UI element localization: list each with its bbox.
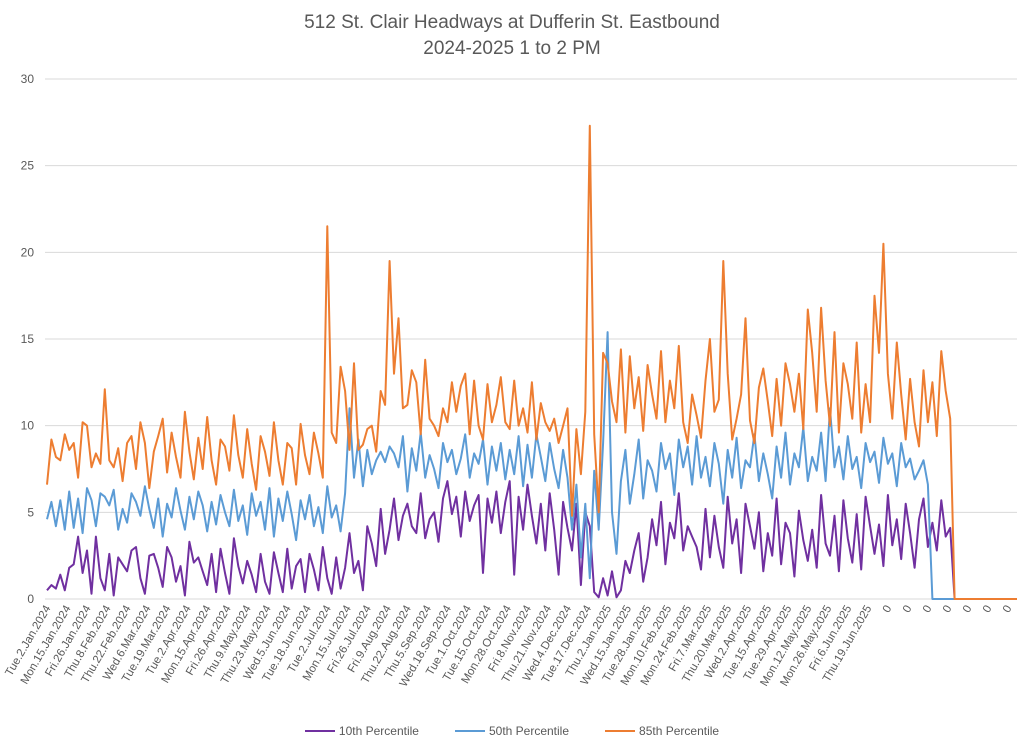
legend-label: 50th Percentile (488, 724, 570, 738)
chart-subtitle: 2024-2025 1 to 2 PM (423, 38, 601, 59)
x-tick-label: 0 (941, 604, 955, 616)
chart-title: 512 St. Clair Headways at Dufferin St. E… (304, 12, 720, 33)
x-tick-label: 0 (1001, 604, 1015, 616)
legend-item: 10th Percentile (304, 724, 419, 738)
y-axis-ticks: 0 5 10 15 20 25 30 (21, 72, 35, 606)
legend-swatch (454, 730, 485, 732)
legend-item: 50th Percentile (454, 724, 570, 738)
y-tick-label: 25 (21, 159, 35, 173)
legend-swatch (605, 730, 636, 732)
series-line-50th-percentile (46, 331, 1018, 600)
y-tick-label: 0 (27, 592, 34, 606)
legend-label: 85th Percentile (639, 724, 720, 738)
y-tick-label: 10 (21, 419, 35, 433)
x-tick-label: 0 (961, 604, 975, 616)
x-axis-ticks: Tue.2.Jan.2024Mon.15.Jan.2024Fri.26.Jan.… (3, 603, 1014, 689)
gridlines (45, 78, 1017, 600)
y-tick-label: 30 (21, 72, 35, 86)
x-tick-label: 0 (981, 604, 995, 616)
y-tick-label: 20 (21, 245, 35, 259)
y-tick-label: 5 (27, 505, 34, 519)
legend-item: 85th Percentile (605, 724, 719, 738)
y-tick-label: 15 (21, 332, 35, 346)
series-lines (46, 124, 1018, 600)
legend-swatch (304, 730, 335, 732)
legend-label: 10th Percentile (338, 724, 419, 738)
series-line-10th-percentile (46, 480, 1018, 600)
x-tick-label: 0 (881, 604, 895, 616)
x-tick-label: 0 (921, 604, 935, 616)
series-line-85th-percentile (46, 124, 1018, 600)
x-tick-label: 0 (901, 604, 915, 616)
legend: 10th Percentile 50th Percentile 85th Perce… (0, 724, 1024, 738)
